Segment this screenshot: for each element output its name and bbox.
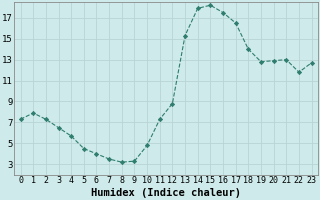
X-axis label: Humidex (Indice chaleur): Humidex (Indice chaleur) <box>91 188 241 198</box>
